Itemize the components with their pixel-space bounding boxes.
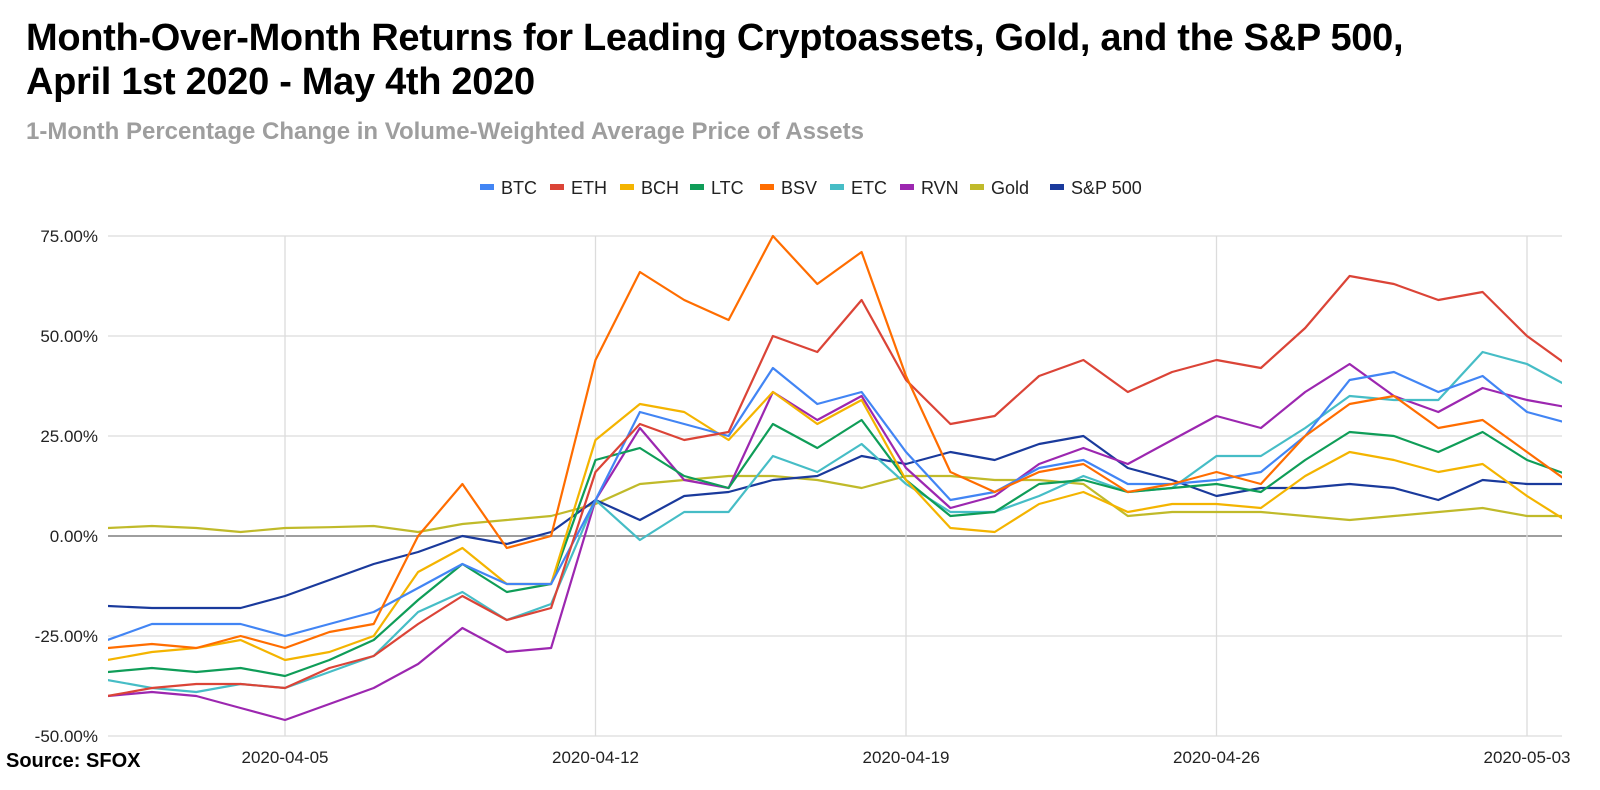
x-tick-label: 2020-04-05 — [242, 748, 329, 767]
series-line-bsv — [108, 234, 1562, 650]
series-line-etc — [108, 350, 1562, 694]
legend-label: RVN — [921, 178, 959, 198]
chart-title-line-1: Month-Over-Month Returns for Leading Cry… — [26, 17, 1404, 59]
series-line-rvn — [108, 362, 1562, 722]
legend-item-gold[interactable]: Gold — [970, 178, 1029, 198]
series-line-gold — [108, 474, 1562, 534]
legend-label: S&P 500 — [1071, 178, 1142, 198]
legend-swatch — [620, 184, 634, 190]
grid — [108, 235, 1562, 737]
legend-item-bsv[interactable]: BSV — [760, 178, 817, 198]
series-line-btc — [108, 366, 1562, 642]
y-axis: 75.00% 50.00% 25.00% 0.00% -25.00% -50.00% — [35, 227, 98, 746]
legend-label: Gold — [991, 178, 1029, 198]
legend-swatch — [760, 184, 774, 190]
legend-item-rvn[interactable]: RVN — [900, 178, 959, 198]
legend-swatch — [690, 184, 704, 190]
y-tick-label: 75.00% — [40, 227, 98, 246]
x-tick-label: 2020-05-03 — [1484, 748, 1571, 767]
y-tick-label: 50.00% — [40, 327, 98, 346]
x-tick-label: 2020-04-19 — [863, 748, 950, 767]
legend-label: ETC — [851, 178, 887, 198]
legend-label: BCH — [641, 178, 679, 198]
series-line-bch — [108, 390, 1562, 662]
legend-label: ETH — [571, 178, 607, 198]
legend-swatch — [830, 184, 844, 190]
legend: BTC ETH BCH LTC BSV ETC RVN Gold S&P 500 — [480, 178, 1142, 198]
legend-label: BSV — [781, 178, 817, 198]
legend-item-bch[interactable]: BCH — [620, 178, 679, 198]
series-line-s-p-500 — [108, 434, 1562, 610]
legend-label: LTC — [711, 178, 744, 198]
source-note: Source: SFOX — [6, 750, 141, 772]
legend-item-ltc[interactable]: LTC — [690, 178, 744, 198]
series-line-ltc — [108, 418, 1562, 678]
legend-swatch — [1050, 184, 1064, 190]
y-tick-label: -50.00% — [35, 727, 98, 746]
legend-swatch — [480, 184, 494, 190]
chart-subtitle: 1-Month Percentage Change in Volume-Weig… — [26, 118, 864, 145]
x-tick-label: 2020-04-26 — [1173, 748, 1260, 767]
chart-title: Month-Over-Month Returns for Leading Cry… — [26, 16, 1404, 104]
legend-swatch — [550, 184, 564, 190]
series-lines — [108, 234, 1562, 722]
legend-item-s-p-500[interactable]: S&P 500 — [1050, 178, 1142, 198]
legend-item-btc[interactable]: BTC — [480, 178, 537, 198]
legend-swatch — [970, 184, 984, 190]
legend-item-eth[interactable]: ETH — [550, 178, 607, 198]
y-tick-label: 0.00% — [50, 527, 98, 546]
series-line-eth — [108, 274, 1562, 698]
y-tick-label: -25.00% — [35, 627, 98, 646]
x-axis: 2020-04-05 2020-04-12 2020-04-19 2020-04-26… — [242, 748, 1571, 767]
x-tick-label: 2020-04-12 — [552, 748, 639, 767]
legend-swatch — [900, 184, 914, 190]
legend-label: BTC — [501, 178, 537, 198]
y-tick-label: 25.00% — [40, 427, 98, 446]
chart-title-line-2: April 1st 2020 - May 4th 2020 — [26, 61, 535, 103]
legend-item-etc[interactable]: ETC — [830, 178, 887, 198]
